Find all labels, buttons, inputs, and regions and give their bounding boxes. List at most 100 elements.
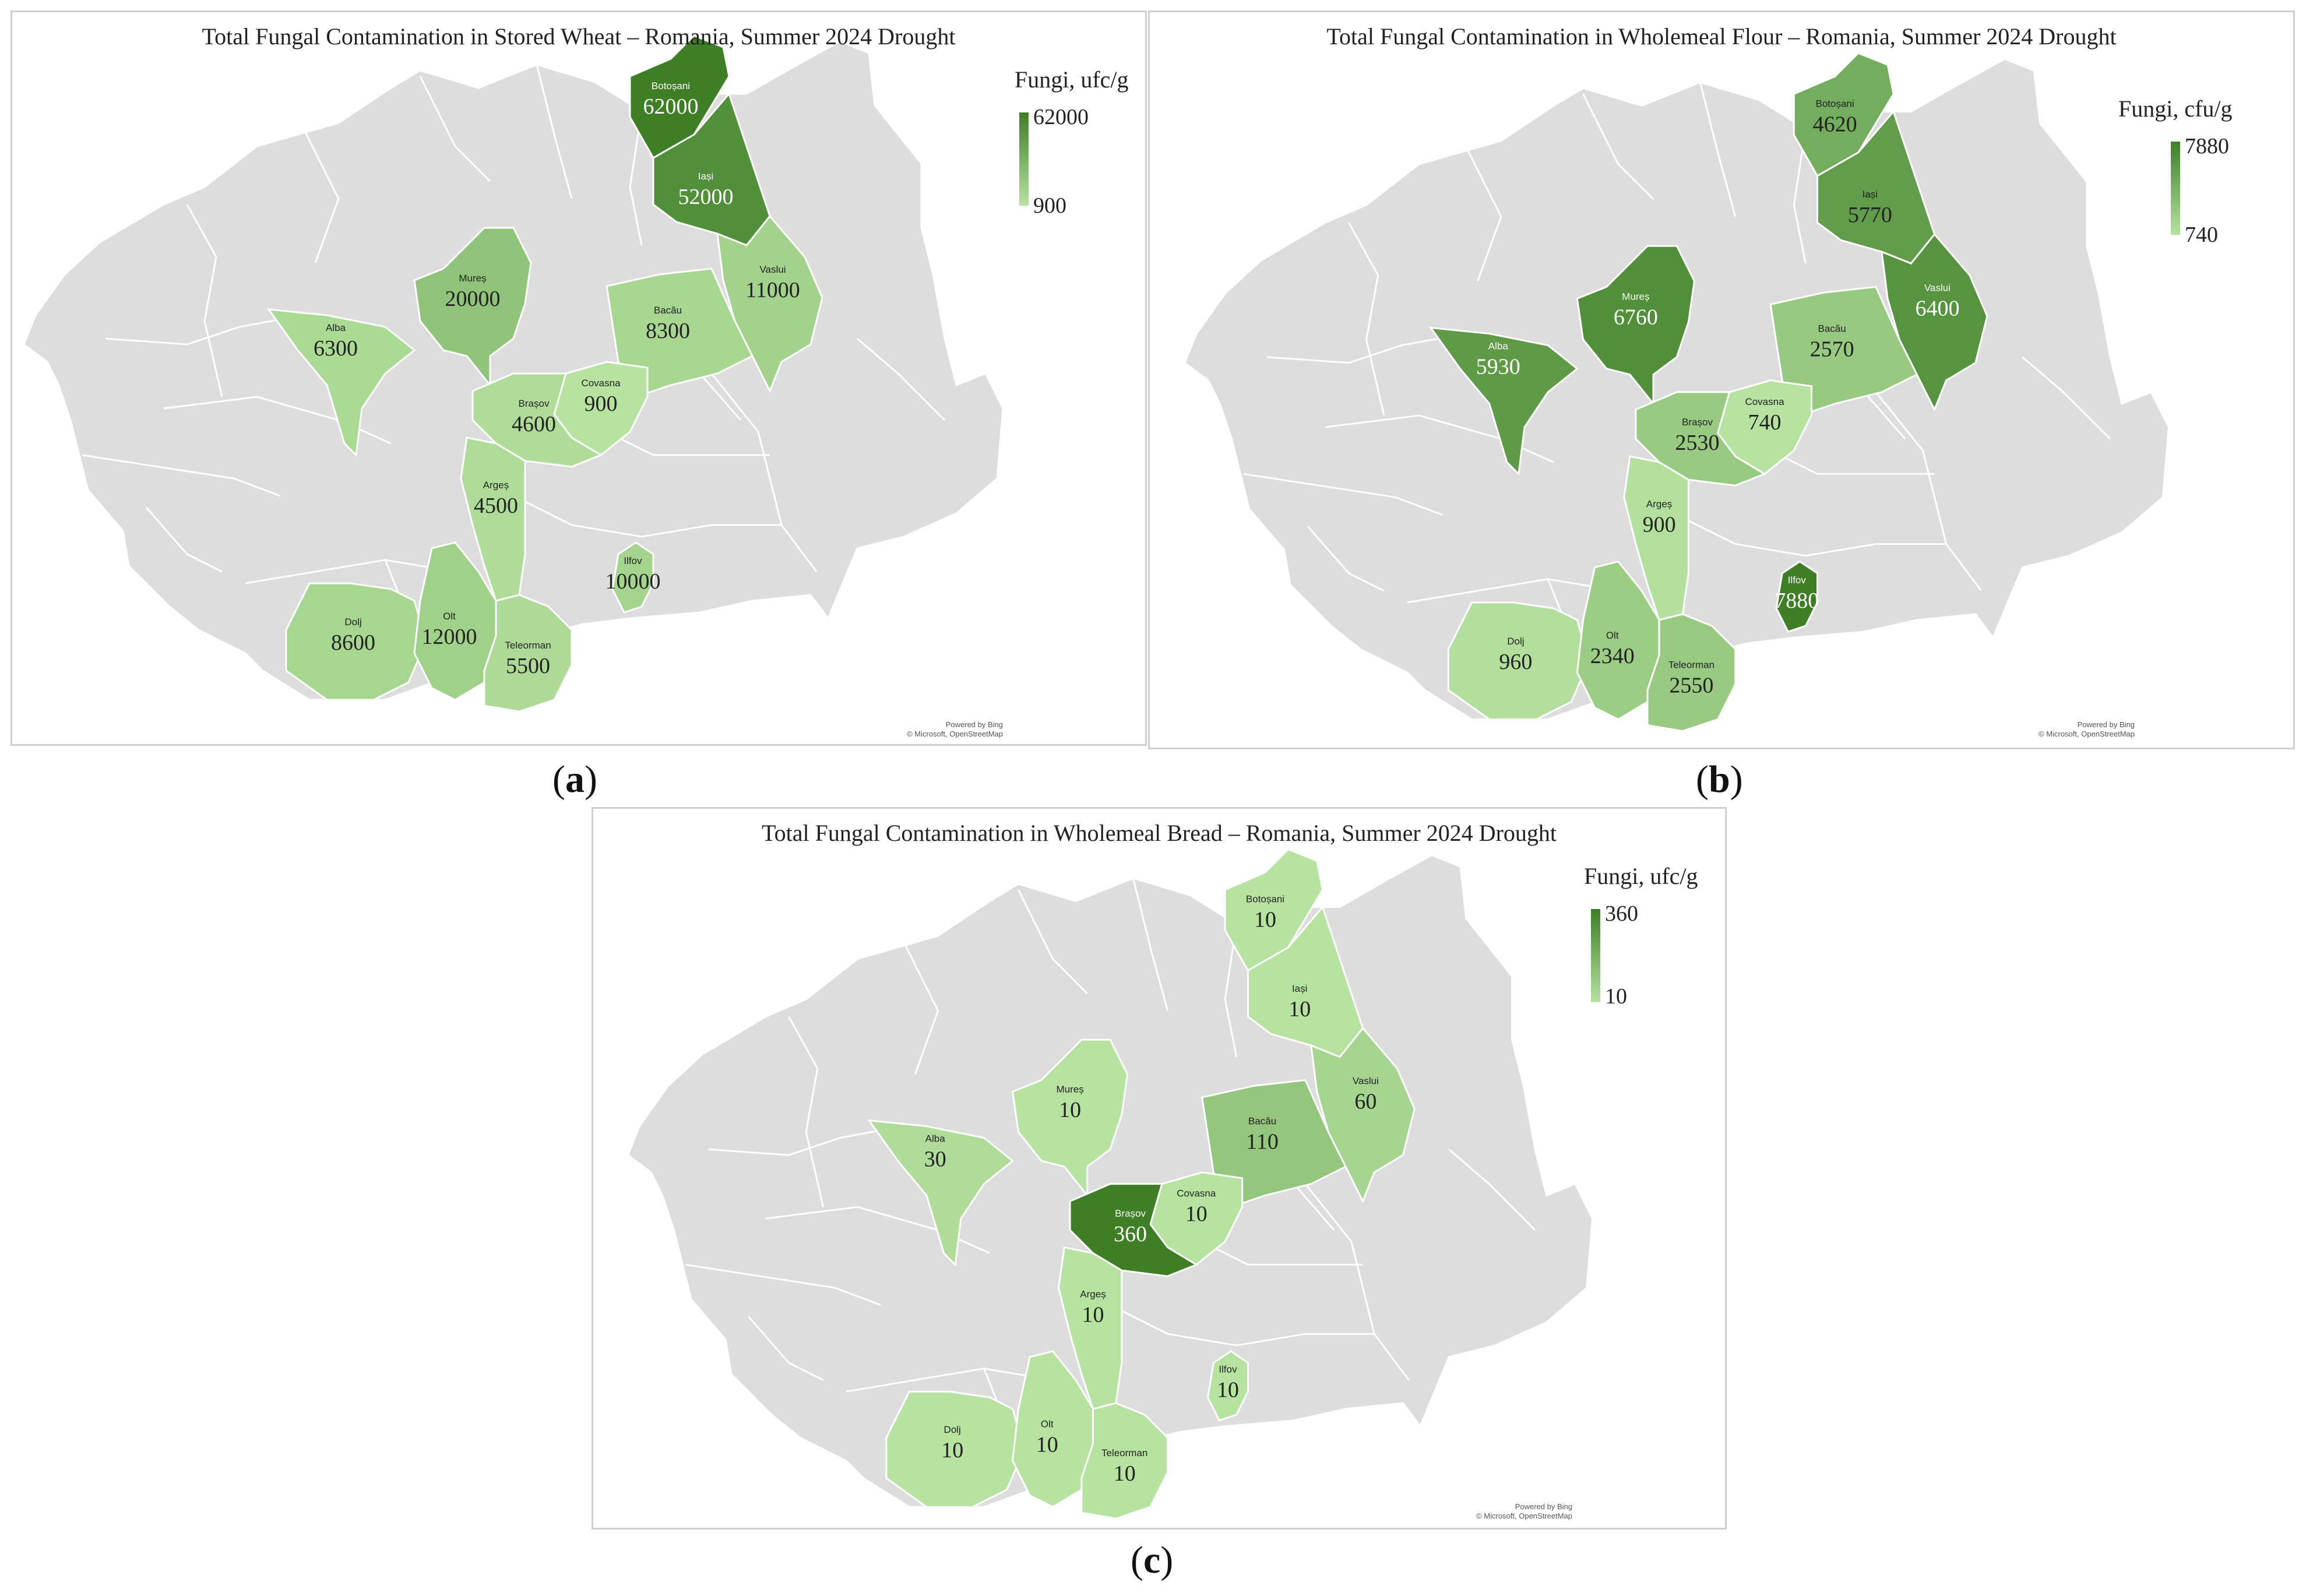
credit-line-osm: © Microsoft, OpenStreetMap [2039,730,2135,738]
county-border-line [105,314,304,346]
county-name-label: Covasna [581,378,621,389]
county-value-label: 10 [941,1438,963,1463]
county-region-brasov[interactable] [471,372,603,468]
map-title: Total Fungal Contamination in Wholemeal … [1326,23,2117,50]
map-panel-b: Botoșani 4620 Iași 5770 Vaslui 6400 Bacău 2570 M… [1148,10,2295,749]
county-name-label: Brașov [1682,417,1713,428]
county-value-label: 4500 [474,494,518,518]
map-title: Total Fungal Contamination in Stored Whe… [202,23,956,50]
county-border-line [1304,1183,1410,1381]
caption-a: (a) [552,758,597,801]
county-value-label: 2340 [1590,644,1635,668]
county-name-label: Vaslui [1353,1075,1379,1086]
county-value-label: 60 [1354,1089,1376,1114]
county-value-label: 30 [924,1147,946,1171]
county-name-label: Argeș [483,480,509,491]
county-name-label: Ilfov [1788,575,1807,586]
county-region-ilfov[interactable] [1775,560,1818,633]
county-border-line [186,204,223,397]
county-border-line [302,128,340,263]
county-name-label: Iași [1292,983,1307,994]
county-name-label: Dolj [944,1424,961,1435]
county-region-mures[interactable] [1011,1038,1129,1198]
county-value-label: 62000 [643,94,699,119]
county-value-label: 11000 [745,278,800,302]
county-region-ilfov[interactable] [1206,1350,1249,1422]
county-border-line [513,495,781,538]
county-name-label: Teleorman [505,640,551,651]
county-border-line [419,76,491,182]
county-value-label: 6760 [1614,305,1658,330]
county-value-label: 10000 [605,569,661,594]
credit-line-bing: Powered by Bing [1515,1502,1572,1511]
county-border-line [82,454,281,497]
county-value-label: 52000 [678,185,734,209]
county-region-dolj[interactable] [1447,601,1590,720]
map-credit: Powered by Bing © Microsoft, OpenStreetM… [886,720,1003,739]
county-region-teleorman[interactable] [1646,613,1737,732]
county-border-line [1465,146,1502,281]
county-border-line [1793,129,1807,264]
legend-gradient-bar [2171,142,2180,235]
credit-line-bing: Powered by Bing [945,720,1003,729]
county-value-label: 2570 [1810,337,1854,362]
county-region-vaslui[interactable] [716,214,823,393]
county-name-label: Mureș [459,273,486,284]
county-value-label: 10 [1217,1377,1239,1402]
caption-letter: c [1143,1539,1161,1581]
county-border-line [2022,356,2111,440]
county-value-label: 8600 [331,630,375,655]
legend-min-label: 740 [2185,223,2218,247]
county-region-ilfov[interactable] [611,541,654,614]
county-region-dolj[interactable] [885,1390,1025,1508]
county-region-teleorman[interactable] [1080,1402,1169,1520]
county-region-alba[interactable] [1429,326,1579,476]
county-region-mures[interactable] [413,227,532,388]
county-value-label: 6400 [1916,296,1960,320]
legend-gradient-bar [1591,909,1600,1002]
county-name-label: Olt [1041,1418,1054,1429]
county-region-botosani[interactable] [1793,52,1895,177]
county-border-line [903,941,939,1075]
county-value-label: 5500 [506,654,550,678]
county-region-vaslui[interactable] [1881,232,1988,412]
county-name-label: Mureș [1056,1084,1083,1095]
map-credit: Powered by Bing © Microsoft, OpenStreetM… [1456,1502,1572,1521]
county-name-label: Alba [326,322,346,333]
county-border-line [1018,889,1088,995]
county-name-label: Vaslui [759,264,786,275]
legend-max-label: 7880 [2185,134,2229,158]
county-border-line [536,64,573,199]
county-region-dolj[interactable] [285,582,427,701]
county-region-teleorman[interactable] [483,594,573,713]
county-border-line [245,559,456,584]
county-value-label: 10 [1254,907,1276,932]
county-border-line [748,1316,824,1381]
county-name-label: Teleorman [1101,1447,1147,1458]
county-region-alba[interactable] [266,308,416,457]
county-value-label: 4620 [1813,112,1857,137]
map-svg-c: Botoșani 10 Iași 10 Vaslui 60 Bacău 110 Mureș 10 A… [626,848,1594,1520]
legend-max-label: 360 [1605,901,1638,926]
map-svg-a: Botoșani 62000 Iași 52000 Vaslui 11000 Bacău 83… [23,34,1004,713]
legend-min-label: 10 [1605,984,1627,1009]
county-region-mures[interactable] [1576,245,1695,407]
county-value-label: 960 [1499,650,1532,674]
county-name-label: Alba [1488,341,1509,352]
county-region-brasov[interactable] [1069,1183,1199,1277]
county-region-vaslui[interactable] [1309,1027,1416,1204]
county-name-label: Iași [698,171,713,182]
county-name-label: Ilfov [624,555,642,566]
county-name-label: Bacău [1818,323,1846,334]
county-value-label: 360 [1114,1222,1147,1246]
county-region-alba[interactable] [867,1119,1014,1267]
county-name-label: Dolj [1507,636,1524,647]
county-region-botosani[interactable] [1224,848,1324,972]
county-border-line [1582,93,1654,200]
county-region-brasov[interactable] [1635,391,1767,487]
county-border-line [145,507,223,573]
map-panel-a: Botoșani 62000 Iași 52000 Vaslui 11000 Bacău 83… [10,10,1147,746]
caption-b: (b) [1696,758,1743,801]
county-border-line [1407,578,1619,604]
county-region-botosani[interactable] [629,34,730,160]
